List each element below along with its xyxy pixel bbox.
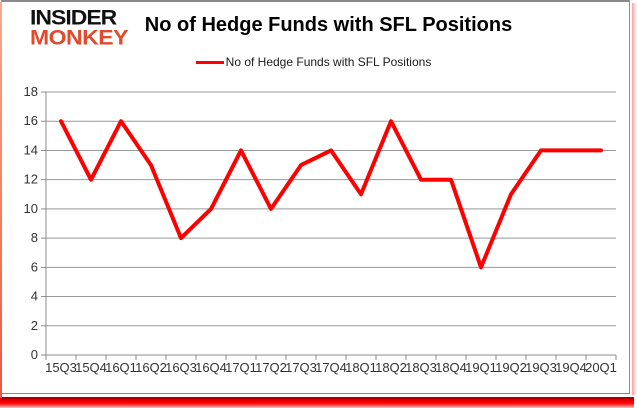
x-tick-label: 17Q2 <box>255 360 287 375</box>
x-tick-label: 18Q3 <box>405 360 437 375</box>
y-tick-label: 14 <box>24 142 38 157</box>
x-tick-label: 19Q3 <box>525 360 557 375</box>
legend-label: No of Hedge Funds with SFL Positions <box>225 55 432 69</box>
x-tick-label: 16Q3 <box>165 360 197 375</box>
x-tick-label: 18Q1 <box>345 360 377 375</box>
y-tick-label: 4 <box>31 289 38 304</box>
x-tick-label: 19Q2 <box>495 360 527 375</box>
legend-line-swatch-icon <box>195 60 224 64</box>
red-glow-left <box>0 2 2 398</box>
x-tick-label: 18Q4 <box>435 360 467 375</box>
x-tick-label: 16Q4 <box>195 360 227 375</box>
y-tick-label: 18 <box>24 84 38 99</box>
x-tick-label: 16Q2 <box>135 360 167 375</box>
x-tick-label: 19Q4 <box>555 360 587 375</box>
x-tick-label: 18Q2 <box>375 360 407 375</box>
x-tick-label: 19Q1 <box>465 360 497 375</box>
y-tick-label: 10 <box>24 201 38 216</box>
x-tick-label: 17Q1 <box>225 360 257 375</box>
y-tick-label: 6 <box>31 259 38 274</box>
x-tick-label: 15Q3 <box>45 360 77 375</box>
x-tick-label: 20Q1 <box>585 360 617 375</box>
x-tick-label: 17Q4 <box>315 360 347 375</box>
y-tick-label: 0 <box>31 347 38 362</box>
y-tick-label: 2 <box>31 318 38 333</box>
chart-frame <box>1 0 630 394</box>
red-glow-bottom <box>0 397 634 408</box>
y-tick-label: 16 <box>24 113 38 128</box>
x-tick-label: 17Q3 <box>285 360 317 375</box>
x-tick-label: 15Q4 <box>75 360 107 375</box>
x-tick-label: 16Q1 <box>105 360 137 375</box>
chart-legend: No of Hedge Funds with SFL Positions <box>0 55 627 69</box>
y-tick-label: 12 <box>24 172 38 187</box>
logo-line-insider: INSIDER <box>30 5 117 30</box>
logo-line-monkey: MONKEY <box>30 25 128 50</box>
red-glow-right <box>632 3 637 395</box>
insider-monkey-logo: INSIDER MONKEY <box>30 5 128 50</box>
chart-title: No of Hedge Funds with SFL Positions <box>144 14 513 36</box>
y-tick-label: 8 <box>31 230 38 245</box>
series-line <box>59 119 603 270</box>
